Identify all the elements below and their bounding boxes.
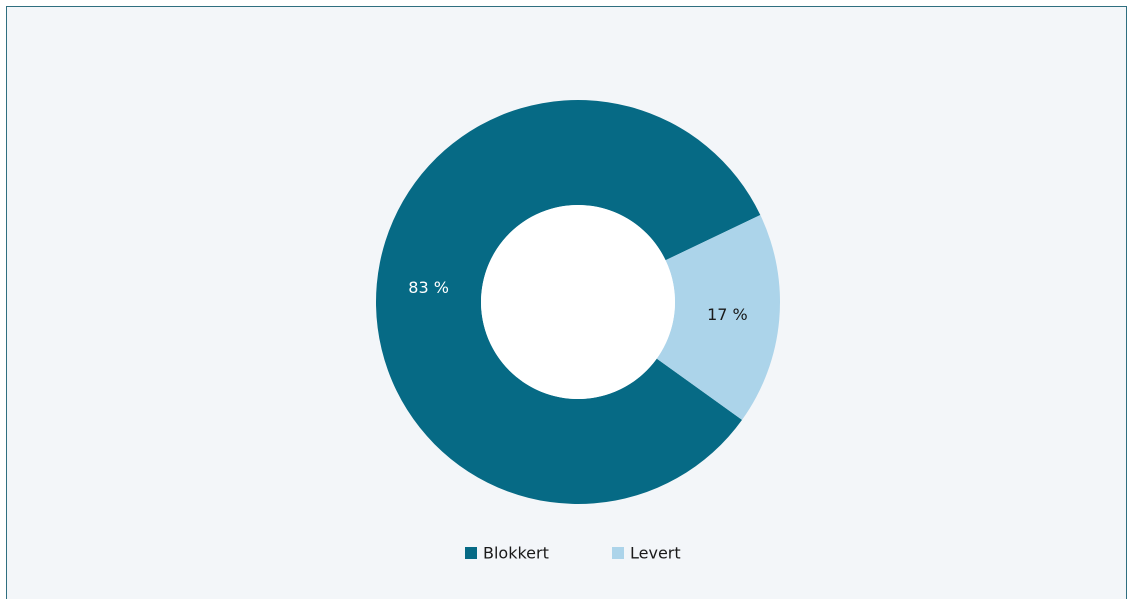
- donut-hole: [481, 205, 675, 399]
- data-label: 83 %: [408, 278, 449, 297]
- donut-slice: [656, 215, 780, 420]
- legend-label: Blokkert: [483, 544, 549, 563]
- legend-swatch: [612, 547, 624, 559]
- data-label: 17 %: [707, 305, 748, 324]
- legend-label: Levert: [630, 544, 681, 563]
- legend-swatch: [465, 547, 477, 559]
- donut-slice: [375, 100, 761, 505]
